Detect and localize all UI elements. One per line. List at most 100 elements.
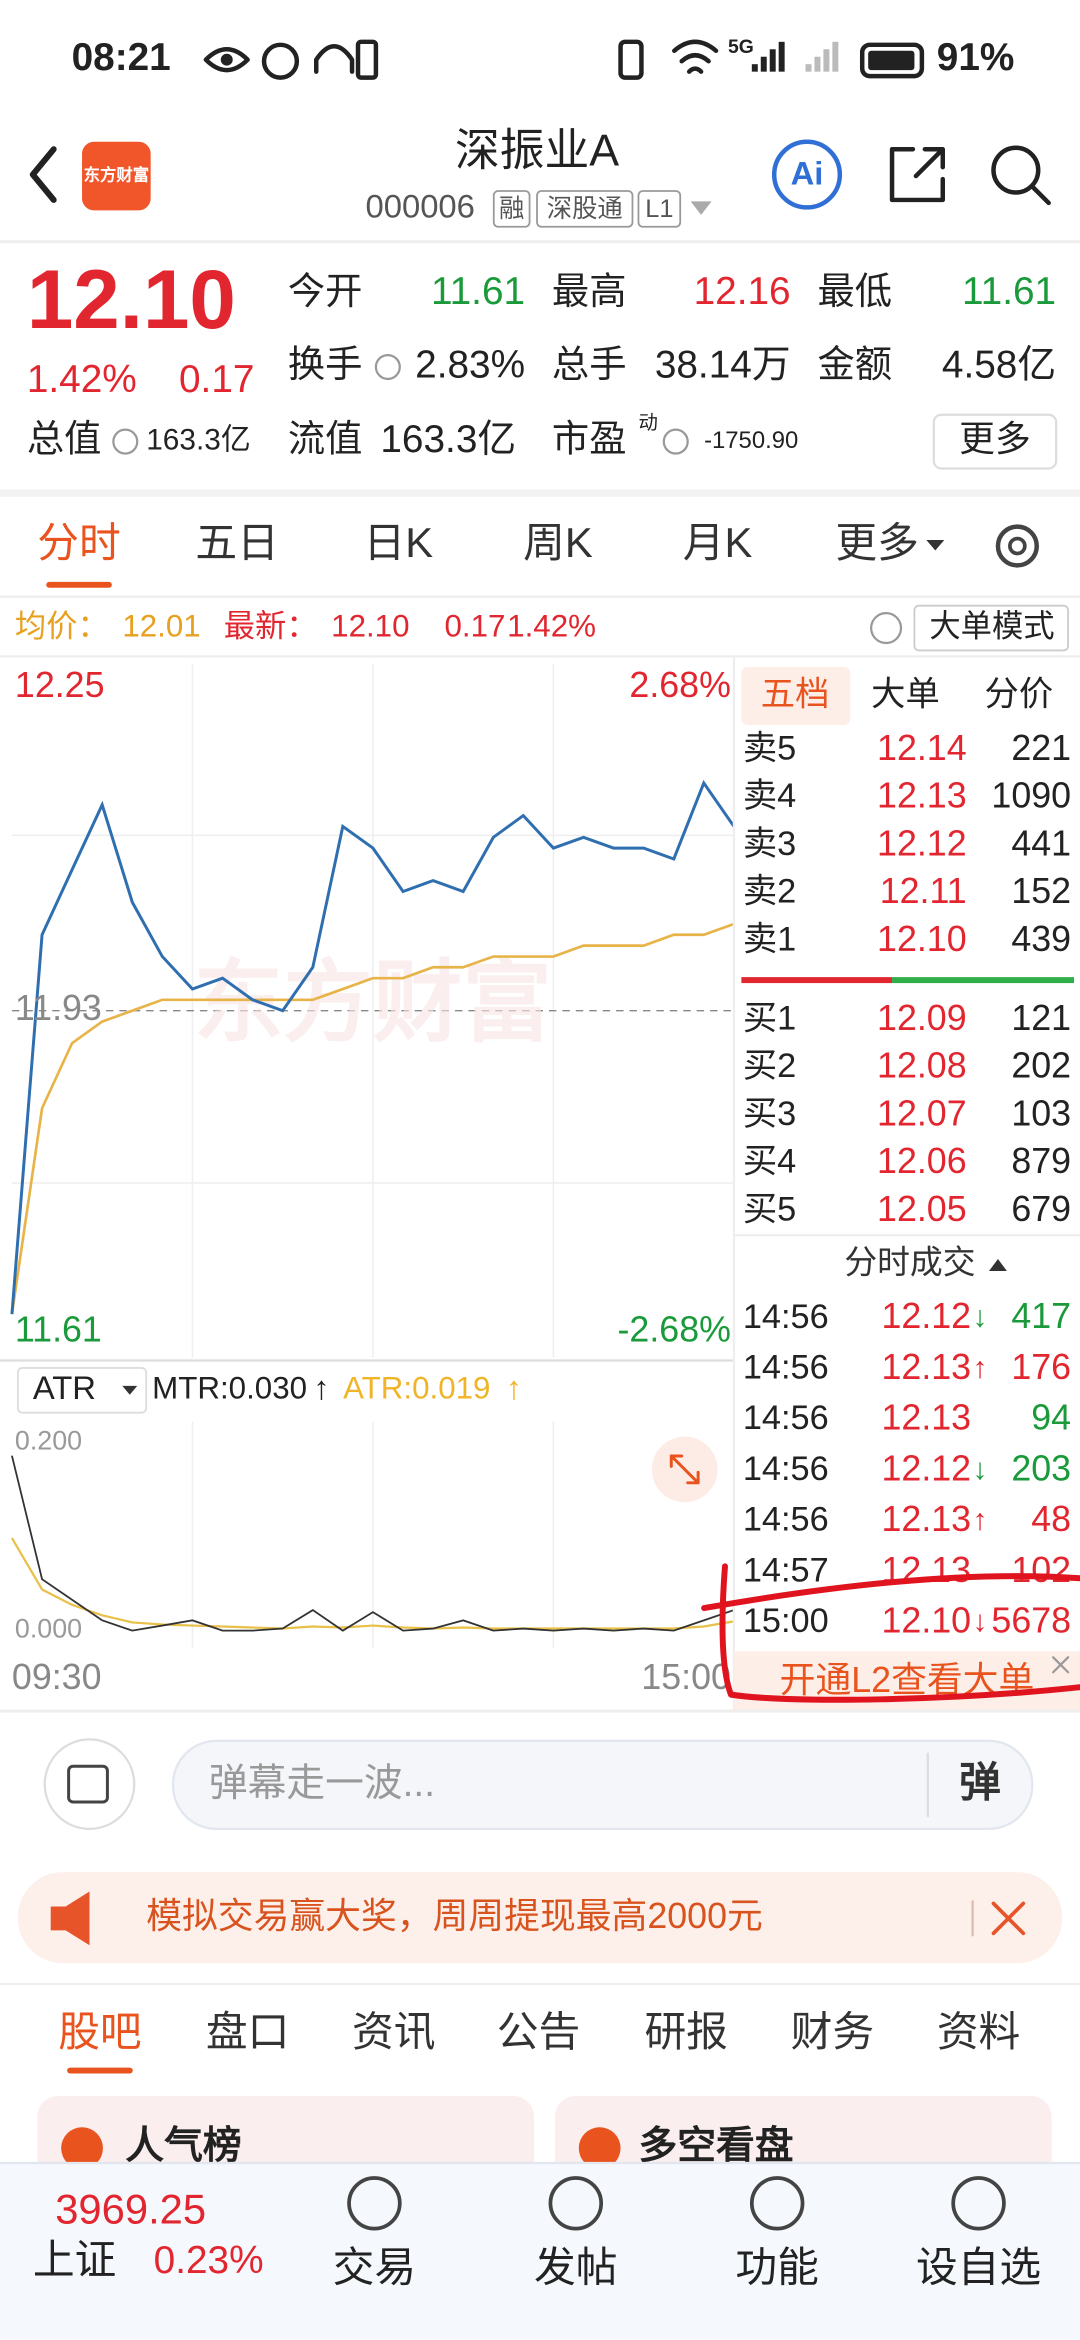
section-tab[interactable]: 公告 bbox=[497, 2008, 581, 2055]
section-tab[interactable]: 盘口 bbox=[206, 2008, 290, 2055]
trade-volume: 48 bbox=[1031, 1499, 1071, 1539]
trade-time: 14:56 bbox=[743, 1501, 829, 1539]
chart-tab[interactable]: 五日 bbox=[195, 519, 279, 566]
ad-close[interactable] bbox=[991, 1901, 1026, 1936]
book-label: 买4 bbox=[743, 1143, 796, 1181]
trade-time: 15:00 bbox=[743, 1602, 829, 1640]
latest-change: 0.17 bbox=[445, 608, 506, 643]
avg-value: 12.01 bbox=[122, 608, 200, 643]
more-label[interactable]: 更多 bbox=[959, 419, 1031, 459]
chart-tab[interactable]: 周K bbox=[523, 519, 593, 566]
share-button[interactable] bbox=[889, 146, 945, 203]
field-label: 流值 bbox=[288, 417, 363, 459]
signal-bar bbox=[760, 56, 767, 72]
field-value: 163.3亿 bbox=[146, 423, 250, 456]
price-top-label: 12.25 bbox=[15, 665, 105, 705]
logo-text: 东方财富 bbox=[84, 165, 150, 184]
danmaku-button[interactable]: 弹 bbox=[959, 1759, 1001, 1806]
section-gap bbox=[0, 489, 1080, 497]
battery-level bbox=[868, 50, 915, 71]
trade-time: 14:56 bbox=[743, 1298, 829, 1336]
search-button[interactable] bbox=[991, 145, 1041, 195]
search-handle bbox=[1030, 184, 1051, 206]
card-title[interactable]: 人气榜 bbox=[125, 2124, 241, 2167]
back-button[interactable] bbox=[29, 146, 57, 203]
chart-tab[interactable]: 更多 bbox=[835, 519, 919, 566]
field-label: 最低 bbox=[817, 270, 892, 312]
section-tab[interactable]: 研报 bbox=[644, 2008, 728, 2055]
trade-arrow: ↓ bbox=[973, 1605, 988, 1638]
panel-tab[interactable]: 大单 bbox=[871, 676, 940, 714]
pct-bottom-label: -2.68% bbox=[618, 1310, 731, 1350]
signal-bar-2 bbox=[823, 49, 830, 72]
mode-button[interactable] bbox=[913, 604, 1069, 652]
book-price: 12.13 bbox=[877, 776, 967, 816]
trade-time: 14:56 bbox=[743, 1349, 829, 1387]
indicator-top-label: 0.200 bbox=[15, 1426, 82, 1456]
ai-button[interactable] bbox=[771, 139, 843, 210]
field-value: 11.61 bbox=[431, 270, 525, 313]
chart-tab[interactable]: 月K bbox=[683, 519, 753, 566]
field-label: 金额 bbox=[817, 343, 892, 385]
chart-tab[interactable]: 日K bbox=[363, 519, 433, 566]
book-volume: 879 bbox=[1011, 1141, 1071, 1181]
nav-label[interactable]: 设自选 bbox=[916, 2243, 1041, 2290]
battery-icon bbox=[859, 42, 925, 79]
comment-input[interactable] bbox=[171, 1739, 1034, 1831]
field-value: 38.14万 bbox=[655, 343, 791, 386]
mode-label[interactable]: 大单模式 bbox=[929, 608, 1054, 643]
mtr-arrow: ↑ bbox=[313, 1369, 329, 1406]
book-price: 12.06 bbox=[877, 1141, 967, 1181]
price-line bbox=[10, 779, 736, 1315]
bottom-nav bbox=[0, 2163, 1080, 2340]
avg-label: 均价： bbox=[15, 608, 109, 643]
section-tab[interactable]: 资讯 bbox=[352, 2008, 435, 2055]
dropdown-arrow bbox=[690, 201, 712, 215]
book-volume: 202 bbox=[1011, 1046, 1071, 1086]
book-volume: 441 bbox=[1011, 823, 1071, 863]
tag-box bbox=[637, 190, 682, 228]
megaphone-icon bbox=[50, 1891, 90, 1946]
indicator-selector[interactable] bbox=[17, 1367, 148, 1414]
book-label: 买5 bbox=[743, 1190, 796, 1228]
more-arrow bbox=[926, 540, 945, 551]
signal-bar-2 bbox=[805, 64, 812, 72]
nav-icon bbox=[749, 2176, 805, 2231]
book-price: 12.08 bbox=[877, 1046, 967, 1086]
info-icon bbox=[374, 353, 401, 381]
field-value: -1750.90 bbox=[704, 427, 798, 454]
comment-settings[interactable] bbox=[43, 1738, 136, 1831]
book-label: 卖1 bbox=[743, 920, 796, 958]
change-percent: 1.42% bbox=[27, 358, 137, 401]
annotation-circle bbox=[719, 1563, 1080, 1703]
indicator-name[interactable]: ATR bbox=[33, 1369, 96, 1406]
ad-text[interactable]: 模拟交易赢大奖，周周提现最高2000元 bbox=[146, 1896, 763, 1936]
index-value: 3969.25 bbox=[55, 2185, 206, 2232]
trade-price: 12.12 bbox=[882, 1296, 972, 1336]
settings-button[interactable] bbox=[995, 524, 1039, 568]
eye-icon bbox=[203, 47, 250, 73]
atr-line bbox=[10, 1537, 735, 1630]
trade-volume: 203 bbox=[1011, 1448, 1071, 1488]
chart-tab[interactable]: 分时 bbox=[37, 519, 121, 566]
card-title[interactable]: 多空看盘 bbox=[638, 2123, 793, 2167]
field-value: 12.16 bbox=[694, 270, 791, 313]
panel-tab[interactable]: 分价 bbox=[985, 676, 1054, 714]
book-price: 12.11 bbox=[880, 871, 967, 911]
more-button[interactable] bbox=[932, 413, 1058, 470]
book-price: 12.05 bbox=[877, 1189, 967, 1229]
section-tab[interactable]: 资料 bbox=[937, 2008, 1021, 2055]
comment-placeholder[interactable]: 弹幕走一波... bbox=[209, 1762, 435, 1805]
nav-label[interactable]: 发帖 bbox=[534, 2243, 618, 2290]
section-tab[interactable]: 财务 bbox=[791, 2008, 875, 2055]
wifi-icon bbox=[672, 39, 719, 74]
nav-label[interactable]: 交易 bbox=[333, 2243, 417, 2290]
l2-close[interactable] bbox=[1052, 1656, 1070, 1674]
time-end-label: 15:00 bbox=[641, 1657, 731, 1697]
nav-label[interactable]: 功能 bbox=[735, 2243, 818, 2290]
ad-banner[interactable] bbox=[17, 1872, 1063, 1964]
battery-label: 91% bbox=[937, 36, 1015, 79]
panel-tab[interactable]: 五档 bbox=[761, 676, 830, 714]
section-tab[interactable]: 股吧 bbox=[58, 2008, 142, 2055]
